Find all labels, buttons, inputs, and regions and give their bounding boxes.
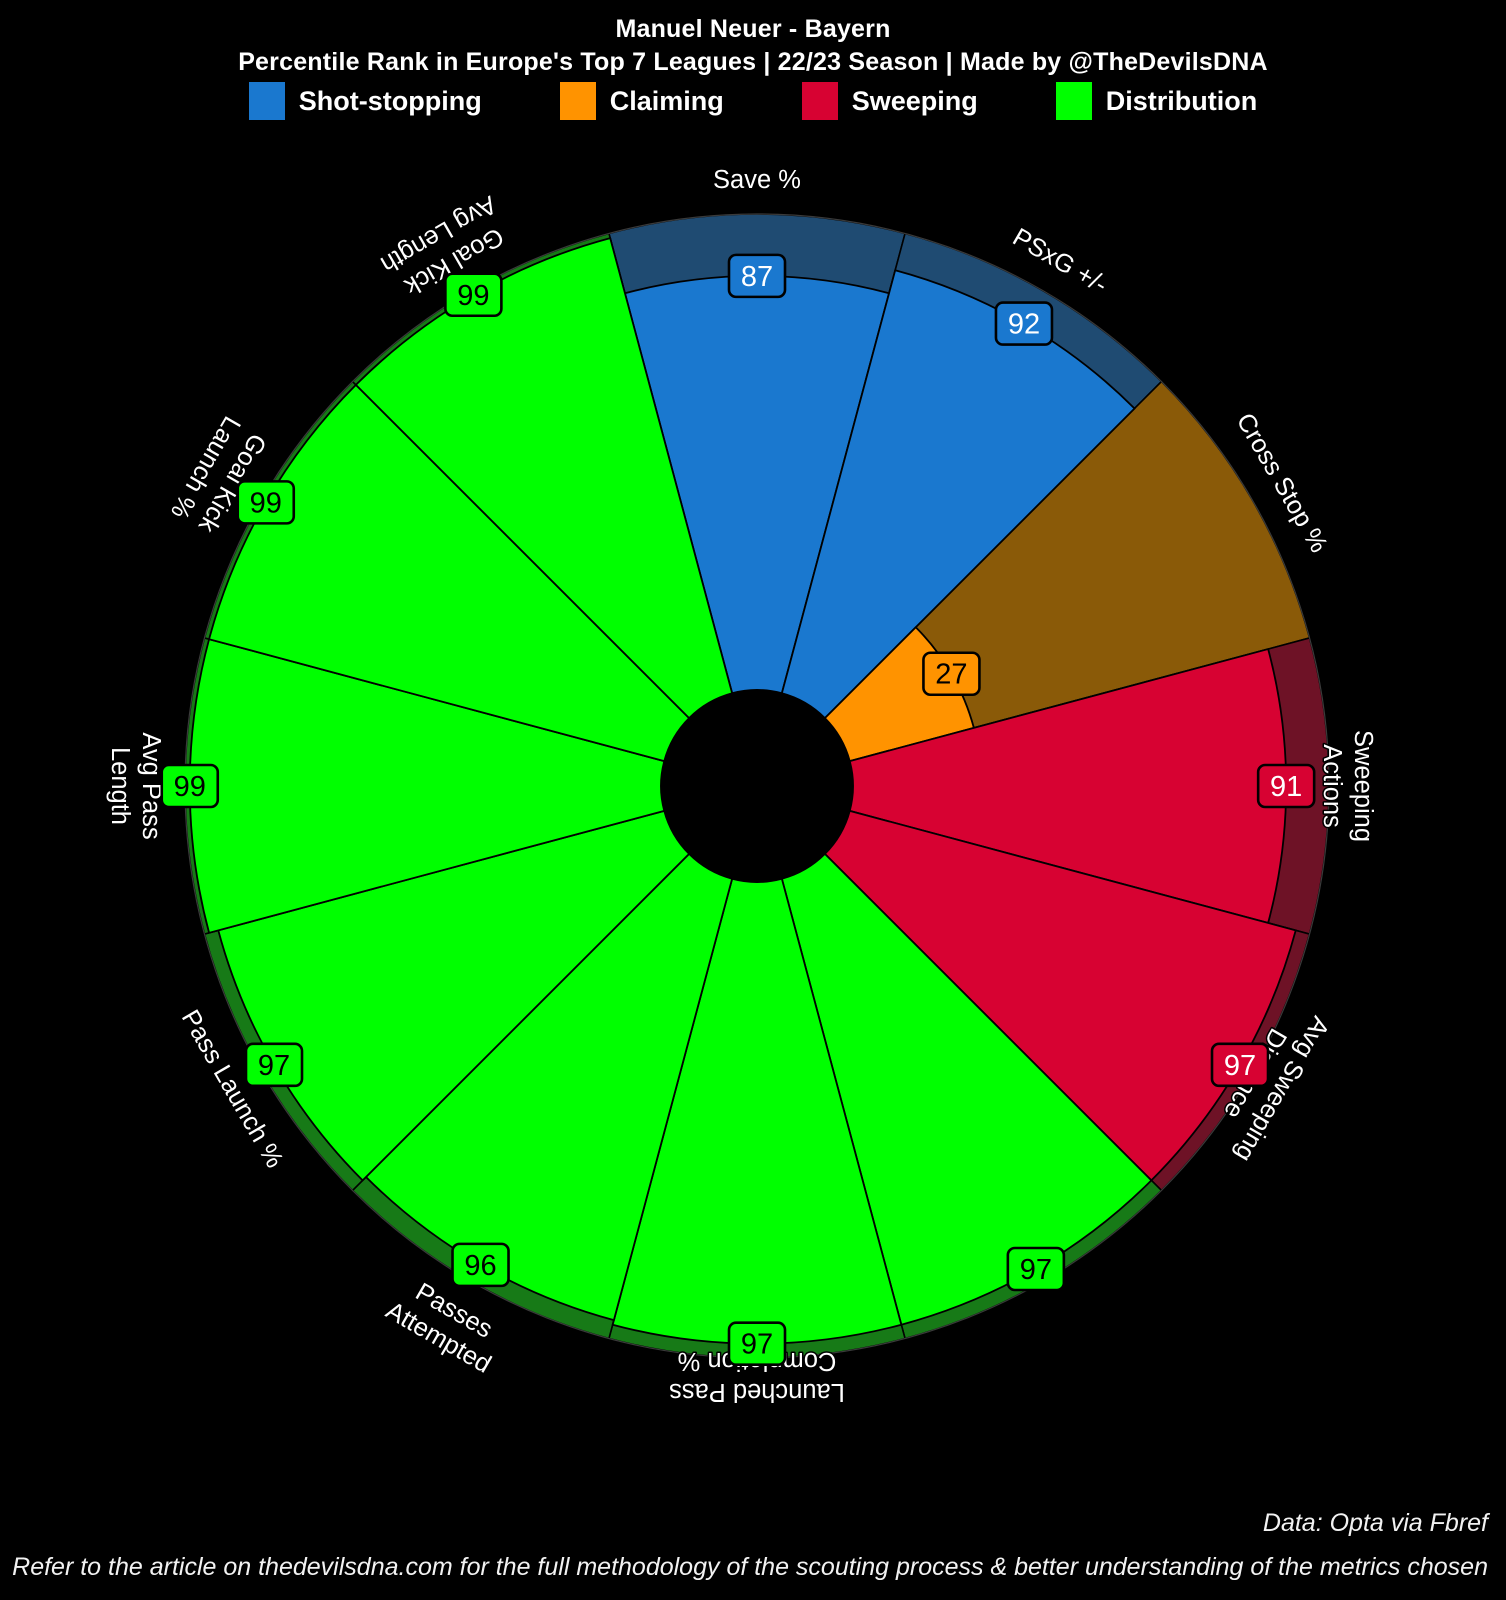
value-badge-bg xyxy=(160,763,220,809)
value-badge-bg xyxy=(451,1242,510,1288)
legend-item-claiming: Claiming xyxy=(559,82,802,120)
chart-hub xyxy=(660,689,854,883)
value-badge-text: 97 xyxy=(741,1329,773,1361)
legend-label: Claiming xyxy=(609,85,724,116)
value-badge-bg xyxy=(1006,1246,1066,1292)
legend-swatch-icon xyxy=(248,82,285,120)
chart-header: Manuel Neuer - Bayern Percentile Rank in… xyxy=(0,0,1506,77)
value-badge-text: 97 xyxy=(1020,1254,1052,1286)
legend-label: Sweeping xyxy=(851,85,978,116)
legend-label: Shot-stopping xyxy=(298,85,482,116)
slice-value-badge: 97 xyxy=(1210,1042,1270,1088)
value-badge-text: 27 xyxy=(935,659,967,691)
data-credit: Data: Opta via Fbref xyxy=(1262,1509,1488,1537)
page-title: Manuel Neuer - Bayern xyxy=(615,15,891,43)
pizza-svg: Save %PSxG +/-Cross Stop %SweepingAction… xyxy=(105,165,1379,1408)
slice-value-badge: 99 xyxy=(444,272,503,318)
value-badge-bg xyxy=(244,1042,304,1088)
slice-label: SweepingActions xyxy=(1318,730,1377,842)
legend-swatch-icon xyxy=(559,82,596,120)
slice-value-badge: 99 xyxy=(236,480,296,525)
slice-value-badge: 92 xyxy=(994,301,1054,346)
slice-value-badge: 96 xyxy=(451,1242,510,1288)
value-badge-bg xyxy=(727,253,787,299)
value-badge-bg xyxy=(1256,763,1316,809)
value-badge-text: 99 xyxy=(174,771,206,803)
legend-item-shot-stopping: Shot-stopping xyxy=(248,82,560,120)
slice-value-badge: 97 xyxy=(244,1042,304,1088)
value-badge-text: 96 xyxy=(464,1250,496,1282)
value-badge-text: 99 xyxy=(457,280,489,312)
slice-value-badge: 99 xyxy=(160,763,220,809)
value-badge-bg xyxy=(444,272,503,318)
value-badge-text: 87 xyxy=(741,261,773,293)
legend-item-distribution: Distribution xyxy=(1055,82,1258,120)
value-badge-bg xyxy=(727,1321,787,1367)
legend-label: Distribution xyxy=(1105,85,1258,116)
value-badge-text: 91 xyxy=(1270,771,1302,803)
slice-value-badge: 97 xyxy=(727,1321,787,1367)
chart-subtitle: Percentile Rank in Europe's Top 7 League… xyxy=(238,47,1268,76)
value-badge-text: 99 xyxy=(250,487,282,519)
slice-value-badge: 91 xyxy=(1256,763,1316,809)
value-badge-bg xyxy=(236,480,296,525)
value-badge-bg xyxy=(922,651,981,697)
legend-item-sweeping: Sweeping xyxy=(801,82,1056,120)
slice-value-badge: 87 xyxy=(727,253,787,299)
legend: Shot-stopping Claiming Sweeping Distributio… xyxy=(0,82,1506,120)
value-badge-bg xyxy=(1210,1042,1270,1088)
legend-swatch-icon xyxy=(801,82,838,120)
slice-value-badge: 97 xyxy=(1006,1246,1066,1292)
legend-swatch-icon xyxy=(1055,82,1092,120)
slice-label: Save % xyxy=(713,166,801,194)
pizza-chart: Save % PSxG +/- Cross Stop % SweepingAction… xyxy=(0,118,1506,1448)
slice-value-badge: 27 xyxy=(922,651,981,697)
value-badge-text: 97 xyxy=(258,1050,290,1082)
value-badge-bg xyxy=(994,301,1054,346)
slice-label: Avg PassLength xyxy=(106,732,165,839)
value-badge-text: 92 xyxy=(1008,309,1040,341)
methodology-note: Refer to the article on thedevilsdna.com… xyxy=(12,1553,1488,1581)
value-badge-text: 97 xyxy=(1224,1050,1256,1082)
